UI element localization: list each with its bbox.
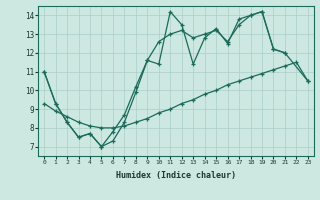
X-axis label: Humidex (Indice chaleur): Humidex (Indice chaleur): [116, 171, 236, 180]
